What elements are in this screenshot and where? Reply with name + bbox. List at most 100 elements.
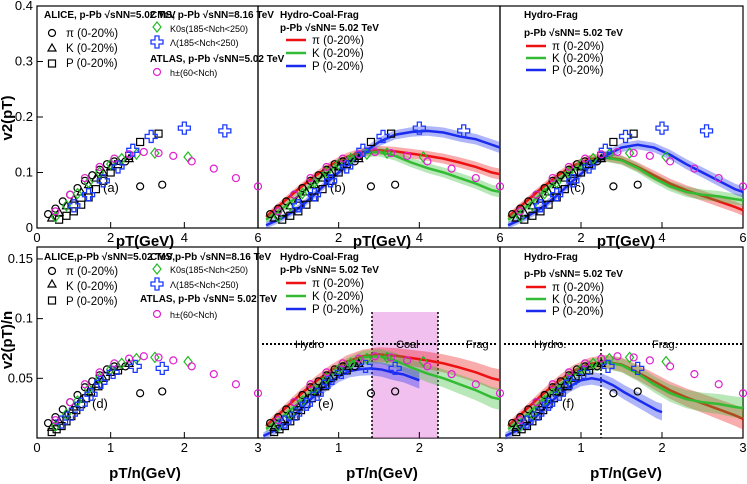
data-point-Lambda-c [618, 129, 633, 144]
data-point-h-a [231, 173, 240, 183]
data-point-K0s-a [94, 166, 105, 179]
legend-marker-triangle [46, 42, 58, 52]
data-point-Lambda-f [520, 415, 534, 429]
legend-entry-p: P (0-20%) [66, 58, 118, 70]
data-point-K0s-e [362, 352, 372, 365]
x-tick-label-d: 0 [33, 440, 40, 455]
data-point-Lambda-d [128, 359, 142, 374]
panel-label-d: (d) [92, 396, 108, 411]
legend-entry-k-e: K (0-20%) [312, 291, 364, 303]
x-tick-label-d: 1 [107, 440, 114, 455]
x-tick-label-c: 4 [658, 230, 665, 245]
data-point-Lambda-a [218, 124, 232, 138]
legend-entry-pi-c: π (0-20%) [552, 41, 604, 53]
data-point-Lambda-b [340, 160, 354, 174]
data-point-K0s-f [588, 357, 598, 370]
data-point-Lambda-a [111, 160, 125, 174]
data-point-P-e [270, 427, 279, 437]
data-point-K0s-b [333, 158, 344, 171]
data-point-K0s-c [564, 166, 574, 179]
data-point-h-b [354, 150, 363, 159]
data-point-h-c [714, 173, 723, 183]
legend-header-atlas: ATLAS, p-Pb √sNN=5.02 TeV [150, 54, 285, 65]
data-point-K-b [269, 212, 280, 222]
data-point-h-f [564, 368, 573, 377]
data-point-K-a [90, 172, 101, 182]
data-point-K-c [535, 193, 546, 203]
data-point-K0s-c [624, 147, 635, 160]
data-point-pi-b [366, 182, 376, 191]
region-label-hydro-f: Hydro. [534, 339, 566, 351]
data-point-K0s-c [539, 187, 550, 200]
panel-d-legend: ALICE,p-Pb √sNN=5.02 TeV CMS,p-Pb √sNN=8… [44, 252, 277, 320]
data-point-h-e [471, 380, 480, 389]
x-tick-label-e: 2 [416, 440, 423, 455]
data-point-Lambda-b [412, 121, 426, 135]
data-point-K0s-e [345, 357, 356, 370]
data-point-h-c [516, 207, 525, 216]
data-point-h-d [187, 362, 196, 371]
data-point-pi-d [158, 387, 167, 396]
curve-line-pi-b [265, 149, 501, 218]
data-point-h-e [403, 356, 412, 365]
data-point-h-f [516, 415, 525, 425]
data-point-K0s-a [83, 176, 94, 189]
data-point-Lambda-c [598, 143, 612, 157]
data-point-P-a [136, 137, 145, 147]
data-point-Lambda-f [601, 359, 615, 374]
data-point-h-c [629, 148, 638, 158]
data-point-K0s-c [588, 152, 598, 165]
curve-line-K-b [265, 150, 501, 221]
data-point-K-a [46, 212, 57, 222]
data-point-h-d [95, 368, 104, 377]
data-point-h-e [447, 370, 456, 379]
y-tick-label-d: 0.05 [8, 370, 33, 385]
legend-marker-open-circle [152, 67, 162, 77]
legend-marker-circle-d [47, 266, 57, 276]
data-point-K-f [567, 373, 578, 382]
panel-b-legend: Hydro-Coal-Frag p-Pb √sNN= 5.02 TeV π (0… [280, 10, 379, 73]
data-point-Lambda-a [144, 129, 158, 144]
legend-entry-h-d: h±(60<Nch) [170, 310, 217, 320]
y-tick-label-d: 0.1 [15, 311, 33, 326]
data-point-h-f [690, 370, 699, 379]
y-tick-label-a: 0.4 [15, 0, 33, 13]
data-point-Lambda-c [655, 121, 669, 135]
data-point-P-d [47, 427, 56, 437]
data-point-P-f [528, 417, 537, 426]
legend-marker-triangle-d [46, 278, 58, 288]
data-point-P-b [387, 129, 396, 138]
x-axis-label-c: pT(GeV) [597, 233, 655, 250]
data-point-Lambda-d [106, 365, 120, 379]
data-point-h-b [447, 164, 456, 173]
data-point-P-c [528, 211, 537, 220]
data-point-P-e [280, 421, 289, 431]
panel-a-legend: ALICE, p-Pb √sNN=5.02 TeV CMS, p-Pb √sNN… [44, 10, 285, 78]
data-point-K0s-d [116, 357, 127, 370]
data-point-h-a [169, 151, 178, 160]
panel-f-regions: Hydro. Frag. [504, 339, 742, 438]
data-point-h-b [387, 148, 396, 158]
data-point-Lambda-e [358, 359, 373, 374]
data-point-K0s-a [116, 152, 127, 165]
data-point-h-c [690, 164, 699, 173]
panel-c-title: Hydro-Frag [524, 10, 578, 21]
region-label-frag-e: Frag [466, 339, 489, 351]
data-point-h-a [124, 150, 134, 159]
panel-label-e: (e) [318, 396, 334, 411]
data-point-K-c [567, 167, 578, 177]
data-point-Lambda-a [126, 143, 140, 157]
data-point-P-e [286, 417, 295, 426]
data-point-h-d [51, 415, 60, 425]
data-point-K-b [325, 167, 336, 177]
data-point-Lambda-a [81, 188, 96, 202]
data-point-P-b [326, 176, 335, 185]
curve-band-pi-f [508, 354, 743, 430]
x-tick-label-a: 2 [107, 230, 114, 245]
data-point-Lambda-f [577, 365, 591, 379]
legend-entry-k: K (0-20%) [66, 43, 118, 55]
data-point-h-f [597, 354, 606, 363]
legend-entry-lambda: Λ(185<Nch<250) [170, 38, 239, 48]
data-point-Lambda-c [582, 160, 596, 174]
